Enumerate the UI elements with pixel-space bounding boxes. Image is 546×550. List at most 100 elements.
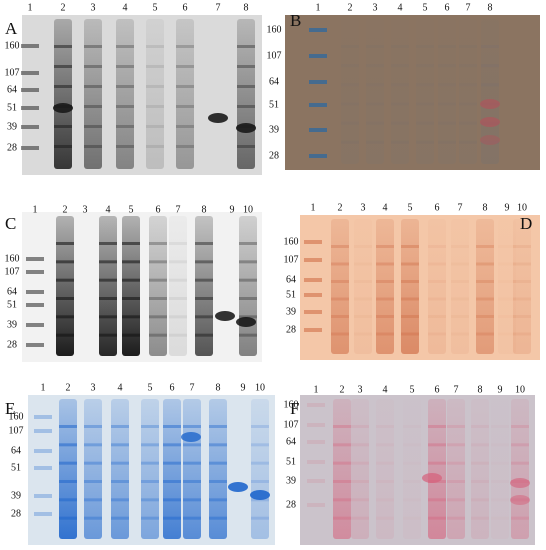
lane-band (401, 297, 419, 301)
ladder-band (307, 440, 325, 444)
lane-smear (376, 219, 394, 354)
lane-band (237, 105, 255, 108)
marker-label: 51 (286, 456, 296, 467)
lane-band (451, 245, 469, 248)
lane-band (376, 297, 394, 301)
lane-band (471, 498, 489, 502)
lane-band (513, 332, 531, 336)
lane-band (84, 443, 102, 447)
lane-smear (146, 19, 164, 169)
lane-band (84, 498, 102, 502)
lane-band (237, 145, 255, 148)
ladder-band (26, 323, 44, 327)
lane-band (366, 64, 384, 67)
lane-band (59, 480, 77, 483)
lane-band (111, 516, 129, 520)
lane-band (513, 280, 531, 283)
marker-label: 64 (286, 274, 296, 285)
band-spot (510, 478, 530, 488)
lane-band (84, 461, 102, 465)
lane-band (447, 498, 465, 502)
lane-label: 3 (361, 202, 366, 213)
lane-band (376, 280, 394, 283)
lane-band (403, 480, 421, 483)
lane-band (331, 280, 349, 283)
ladder-band (304, 328, 322, 332)
lane-band (169, 278, 187, 282)
lane-band (176, 145, 194, 148)
marker-label: 39 (286, 306, 296, 317)
marker-label: 28 (269, 150, 279, 161)
lane-label: 1 (316, 2, 321, 13)
lane-band (239, 242, 257, 245)
marker-label: 107 (9, 425, 24, 436)
lane-band (416, 64, 434, 67)
ladder-band (26, 257, 44, 261)
lane-band (209, 443, 227, 447)
lane-band (471, 480, 489, 483)
lane-band (513, 245, 531, 248)
lane-label: 6 (435, 202, 440, 213)
lane-band (376, 498, 394, 502)
marker-label: 107 (284, 419, 299, 430)
lane-smear (56, 216, 74, 356)
lane-smear (99, 216, 117, 356)
lane-band (471, 425, 489, 428)
lane-band (122, 297, 140, 300)
lane-band (99, 260, 117, 264)
lane-band (451, 262, 469, 266)
ladder-band (34, 466, 52, 470)
ladder-band (34, 512, 52, 516)
lane-band (428, 443, 446, 447)
lane-band (376, 443, 394, 447)
lane-band (141, 443, 159, 447)
lane-band (391, 122, 409, 125)
lane-band (391, 64, 409, 67)
panel-letter: C (5, 214, 16, 233)
lane-band (459, 83, 477, 86)
lane-band (59, 516, 77, 520)
lane-band (239, 333, 257, 337)
lane-band (476, 297, 494, 301)
marker-label: 160 (284, 399, 299, 410)
lane-smear (333, 399, 351, 539)
lane-band (84, 145, 102, 148)
lane-smear (169, 216, 187, 356)
band-spot (208, 113, 228, 123)
lane-band (341, 103, 359, 106)
ladder-band (307, 403, 325, 407)
ladder-band (304, 293, 322, 297)
lane-band (428, 297, 446, 301)
ladder-band (309, 80, 327, 84)
lane-band (471, 516, 489, 520)
lane-smear (59, 399, 77, 539)
lane-band (169, 315, 187, 319)
lane-band (163, 425, 181, 428)
lane-band (183, 443, 201, 447)
lane-band (513, 315, 531, 318)
lane-label: 7 (176, 204, 181, 215)
lane-band (459, 141, 477, 144)
ladder-band (26, 270, 44, 274)
marker-label: 64 (269, 76, 279, 87)
lane-band (376, 332, 394, 336)
lane-band (59, 443, 77, 447)
lane-band (428, 498, 446, 502)
lane-band (195, 278, 213, 282)
lane-band (403, 462, 421, 465)
lane-label: 9 (498, 384, 503, 395)
lane-band (471, 443, 489, 447)
lane-smear (428, 399, 446, 539)
lane-band (511, 425, 529, 428)
lane-label: 5 (408, 202, 413, 213)
marker-label: 28 (286, 324, 296, 335)
lane-band (354, 315, 372, 318)
lane-band (331, 245, 349, 248)
lane-label: 2 (338, 202, 343, 213)
lane-band (451, 297, 469, 301)
lane-band (351, 480, 369, 483)
lane-smear (491, 399, 509, 539)
lane-band (351, 443, 369, 447)
lane-smear (341, 19, 359, 164)
lane-label: 6 (183, 2, 188, 13)
